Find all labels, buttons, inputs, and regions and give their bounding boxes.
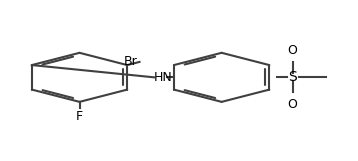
- Text: S: S: [288, 70, 297, 84]
- Text: F: F: [76, 110, 83, 123]
- Text: HN: HN: [154, 71, 173, 84]
- Text: Br: Br: [124, 55, 138, 68]
- Text: O: O: [288, 44, 297, 57]
- Text: O: O: [288, 98, 297, 111]
